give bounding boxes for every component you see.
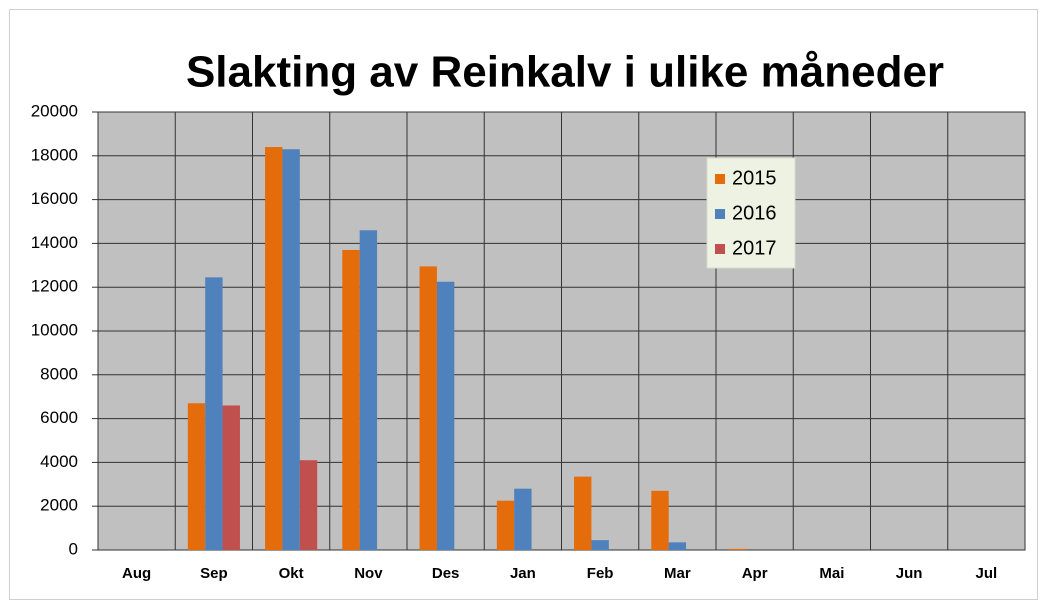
x-tick-label: Jul	[976, 565, 998, 582]
x-tick-label: Des	[432, 565, 460, 582]
x-tick-label: Okt	[279, 565, 304, 582]
x-tick-label: Jun	[896, 565, 923, 582]
x-tick-label: Feb	[587, 565, 614, 582]
y-tick-label: 2000	[40, 496, 78, 515]
bar	[187, 403, 206, 550]
bar	[514, 488, 532, 550]
x-tick-label: Nov	[354, 565, 383, 582]
legend-swatch	[715, 244, 725, 254]
bar	[728, 548, 746, 550]
bar	[282, 149, 300, 551]
bar	[205, 277, 223, 550]
x-tick-label: Sep	[200, 565, 228, 582]
bar	[496, 500, 515, 550]
bar	[342, 249, 360, 550]
x-tick-label: Jan	[510, 565, 536, 582]
y-tick-label: 12000	[31, 277, 78, 296]
y-tick-label: 16000	[31, 189, 78, 208]
bar	[436, 281, 455, 550]
y-tick-label: 6000	[40, 408, 78, 427]
bar	[419, 266, 437, 550]
y-tick-label: 10000	[31, 320, 78, 339]
bar	[651, 490, 669, 550]
bar	[359, 230, 378, 550]
y-tick-label: 8000	[40, 364, 78, 383]
chart-title: Slakting av Reinkalv i ulike måneder	[186, 48, 944, 97]
bar	[574, 476, 592, 550]
y-tick-label: 4000	[40, 452, 78, 471]
bar	[299, 460, 318, 550]
y-tick-label: 18000	[31, 145, 78, 164]
x-tick-label: Aug	[122, 565, 151, 582]
y-tick-label: 14000	[31, 233, 78, 252]
y-tick-label: 20000	[31, 101, 78, 120]
legend-label: 2015	[732, 167, 777, 189]
legend-label: 2016	[732, 202, 777, 224]
bar	[591, 540, 609, 550]
x-tick-label: Apr	[742, 565, 768, 582]
x-tick-label: Mai	[819, 565, 844, 582]
bar	[222, 405, 240, 550]
plot-border	[97, 111, 1026, 551]
y-tick-label: 0	[69, 539, 78, 558]
legend-swatch	[715, 209, 725, 219]
x-tick-label: Mar	[664, 565, 691, 582]
legend-label: 2017	[732, 237, 777, 259]
bar	[265, 147, 283, 551]
bar	[668, 542, 687, 550]
legend-swatch	[715, 174, 725, 184]
